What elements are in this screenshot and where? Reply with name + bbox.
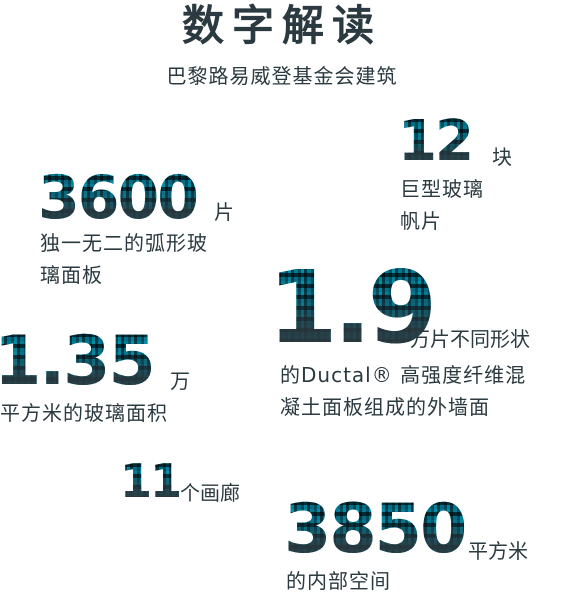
stat-19-desc-line-2: 凝土面板组成的外墙面	[280, 395, 490, 419]
stat-3850-value: 3850	[284, 490, 466, 569]
stat-19-desc-line-1: 的Ductal® 高强度纤维混	[280, 363, 527, 387]
stat-3600-desc-line-2: 璃面板	[40, 263, 103, 287]
stat-12-desc-line-1: 巨型玻璃	[400, 177, 484, 201]
stat-3850-desc-line-1: 的内部空间	[286, 569, 391, 593]
stat-3600-unit: 片	[214, 200, 234, 224]
stat-12-unit: 块	[492, 145, 512, 169]
stat-135-unit: 万	[170, 369, 190, 393]
stat-3850-unit: 平方米	[468, 539, 528, 563]
stat-12-desc-line-2: 帆片	[400, 209, 442, 233]
page-title: 数字解读	[181, 1, 382, 50]
stat-3600-value: 3600	[38, 163, 197, 233]
stat-11-value: 11	[120, 454, 181, 508]
stat-135-desc-line-1: 平方米的玻璃面积	[0, 401, 168, 425]
stat-19-unit: 万片不同形状	[410, 327, 530, 351]
stat-3600-desc-line-1: 独一无二的弧形玻	[40, 231, 208, 255]
stat-19-value: 1.9	[268, 249, 434, 366]
page-subtitle: 巴黎路易威登基金会建筑	[166, 64, 398, 88]
stat-11-unit: 个画廊	[180, 481, 240, 505]
stat-135-value: 1.35	[0, 328, 154, 396]
stat-12-value: 12	[398, 109, 472, 174]
